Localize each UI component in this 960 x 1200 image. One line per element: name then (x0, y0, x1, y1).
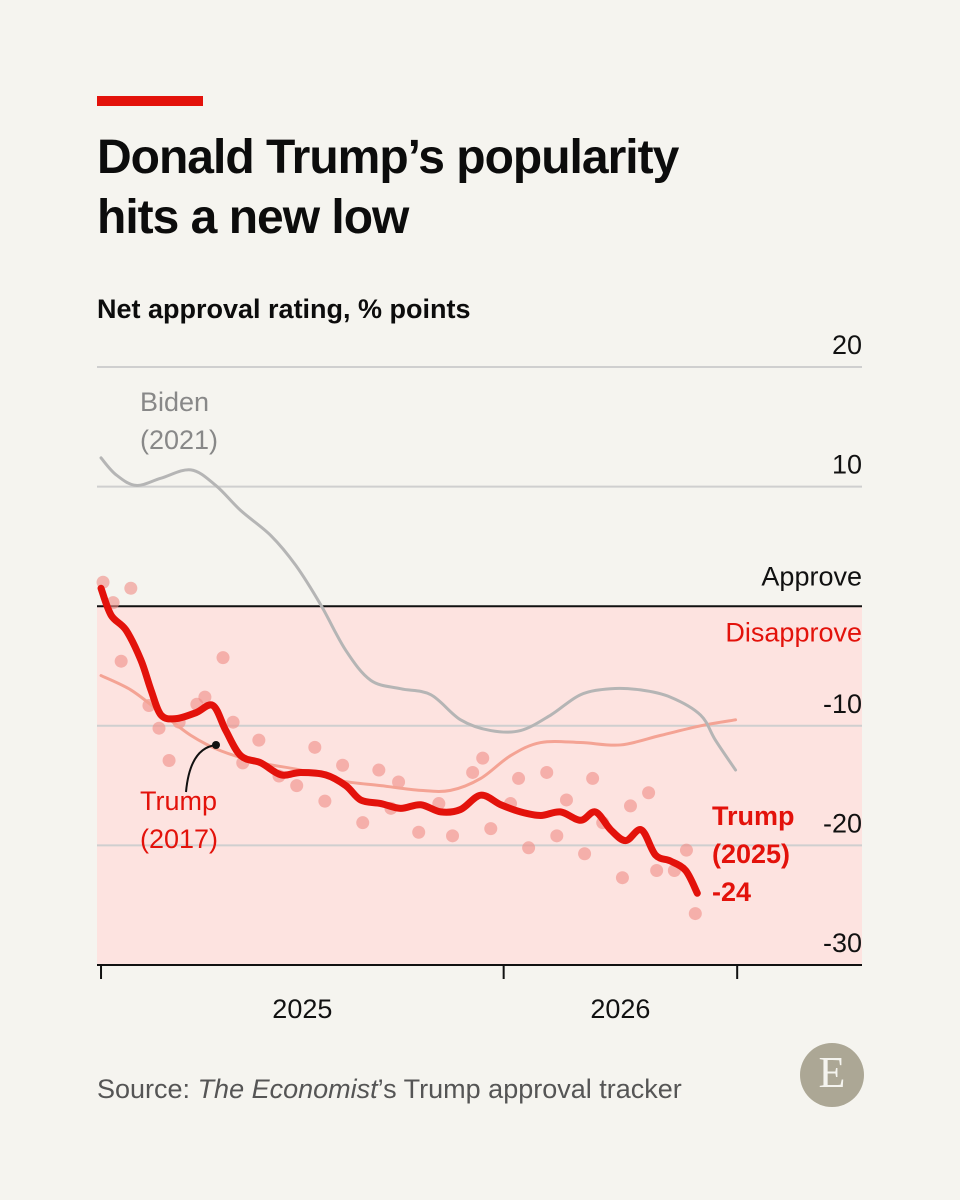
poll-dot (615, 871, 629, 885)
approve-label: Approve (761, 561, 862, 591)
poll-dot (522, 841, 536, 855)
source: Source: The Economist’s Trump approval t… (97, 1074, 682, 1105)
poll-dot (372, 763, 386, 777)
poll-dot (623, 799, 637, 813)
poll-dot (586, 771, 600, 785)
poll-dot (512, 771, 526, 785)
disapprove-area (97, 606, 862, 965)
poll-dot (466, 765, 480, 779)
poll-dot (252, 733, 266, 747)
poll-dot (336, 758, 350, 772)
poll-dot (392, 775, 406, 789)
poll-dot (476, 751, 490, 765)
poll-dot (318, 794, 332, 808)
series-label: Trump (2025) -24 (712, 801, 795, 907)
y-tick-label: -20 (823, 809, 862, 839)
poll-dot (152, 721, 166, 735)
poll-dot (650, 864, 664, 878)
logo: E (819, 1048, 846, 1097)
annotation-pointer (185, 744, 217, 793)
disapprove-label: Disapprove (725, 617, 862, 647)
series-label-line: Trump (712, 801, 795, 831)
poll-dot (226, 715, 240, 729)
series-line (97, 584, 701, 897)
series-label-line: Trump (140, 786, 217, 816)
poll-dot (642, 786, 656, 800)
source-italic: The Economist (197, 1074, 378, 1104)
poll-dot (198, 690, 212, 704)
poll-dot (559, 793, 573, 807)
accent-bar (97, 96, 203, 106)
poll-dot (578, 847, 592, 861)
poll-dot (484, 822, 498, 836)
series-label-line: (2021) (140, 425, 218, 455)
poll-dot (688, 907, 702, 921)
chart-title: Donald Trump’s popularity hits a new low (97, 131, 679, 244)
poll-dot (679, 843, 693, 857)
y-tick-label: 10 (832, 450, 862, 480)
annotation-dot (212, 741, 220, 749)
chart-subtitle: Net approval rating, % points (97, 294, 471, 324)
source-suffix: ’s Trump approval tracker (377, 1074, 682, 1104)
poll-dot (356, 816, 370, 830)
poll-dot (446, 829, 460, 843)
series-label: Trump (2017) (140, 786, 218, 854)
series-label: Biden (2021) (140, 387, 218, 455)
poll-dot (308, 740, 322, 754)
series-line (99, 674, 738, 793)
series-label-line: (2017) (140, 824, 218, 854)
logo-badge (800, 1043, 864, 1107)
series-label-line: (2025) (712, 839, 790, 869)
y-tick-label: -30 (823, 928, 862, 958)
series-line (99, 456, 738, 772)
poll-dot (114, 654, 128, 668)
poll-dot (124, 581, 138, 595)
source-prefix: Source: (97, 1074, 198, 1104)
x-tick-label: 2025 (272, 994, 332, 1024)
poll-dot (412, 825, 426, 839)
x-tick-label: 2026 (590, 994, 650, 1024)
end-value-label: -24 (712, 877, 751, 907)
y-tick-label: -10 (823, 689, 862, 719)
poll-dot (290, 779, 304, 793)
poll-dot (216, 651, 230, 665)
poll-dot (540, 765, 554, 779)
poll-dot (162, 753, 176, 767)
y-tick-label: 20 (832, 330, 862, 360)
poll-dot (550, 829, 564, 843)
series-label-line: Biden (140, 387, 209, 417)
